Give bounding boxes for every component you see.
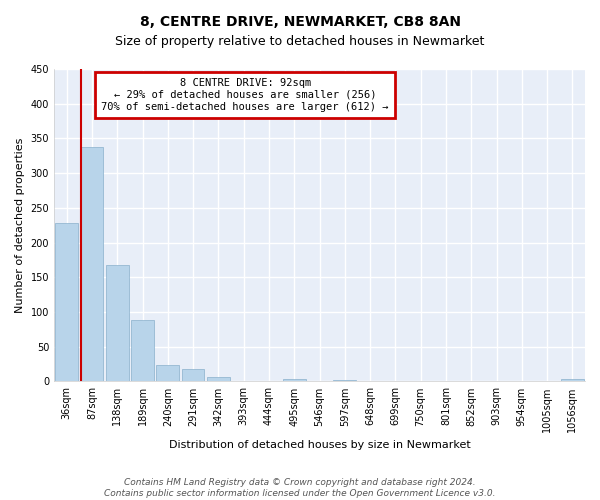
Bar: [80, 147, 103, 382]
Y-axis label: Number of detached properties: Number of detached properties: [15, 138, 25, 313]
X-axis label: Distribution of detached houses by size in Newmarket: Distribution of detached houses by size …: [169, 440, 470, 450]
Text: 8 CENTRE DRIVE: 92sqm
← 29% of detached houses are smaller (256)
70% of semi-det: 8 CENTRE DRIVE: 92sqm ← 29% of detached …: [101, 78, 389, 112]
Bar: [157, 365, 179, 382]
Bar: [55, 223, 78, 382]
Bar: [131, 320, 154, 382]
Bar: [334, 380, 356, 382]
Bar: [106, 265, 128, 382]
Text: Contains HM Land Registry data © Crown copyright and database right 2024.
Contai: Contains HM Land Registry data © Crown c…: [104, 478, 496, 498]
Text: 8, CENTRE DRIVE, NEWMARKET, CB8 8AN: 8, CENTRE DRIVE, NEWMARKET, CB8 8AN: [139, 15, 461, 29]
Bar: [207, 376, 230, 382]
Bar: [283, 380, 305, 382]
Bar: [182, 369, 205, 382]
Bar: [561, 380, 584, 382]
Text: Size of property relative to detached houses in Newmarket: Size of property relative to detached ho…: [115, 35, 485, 48]
